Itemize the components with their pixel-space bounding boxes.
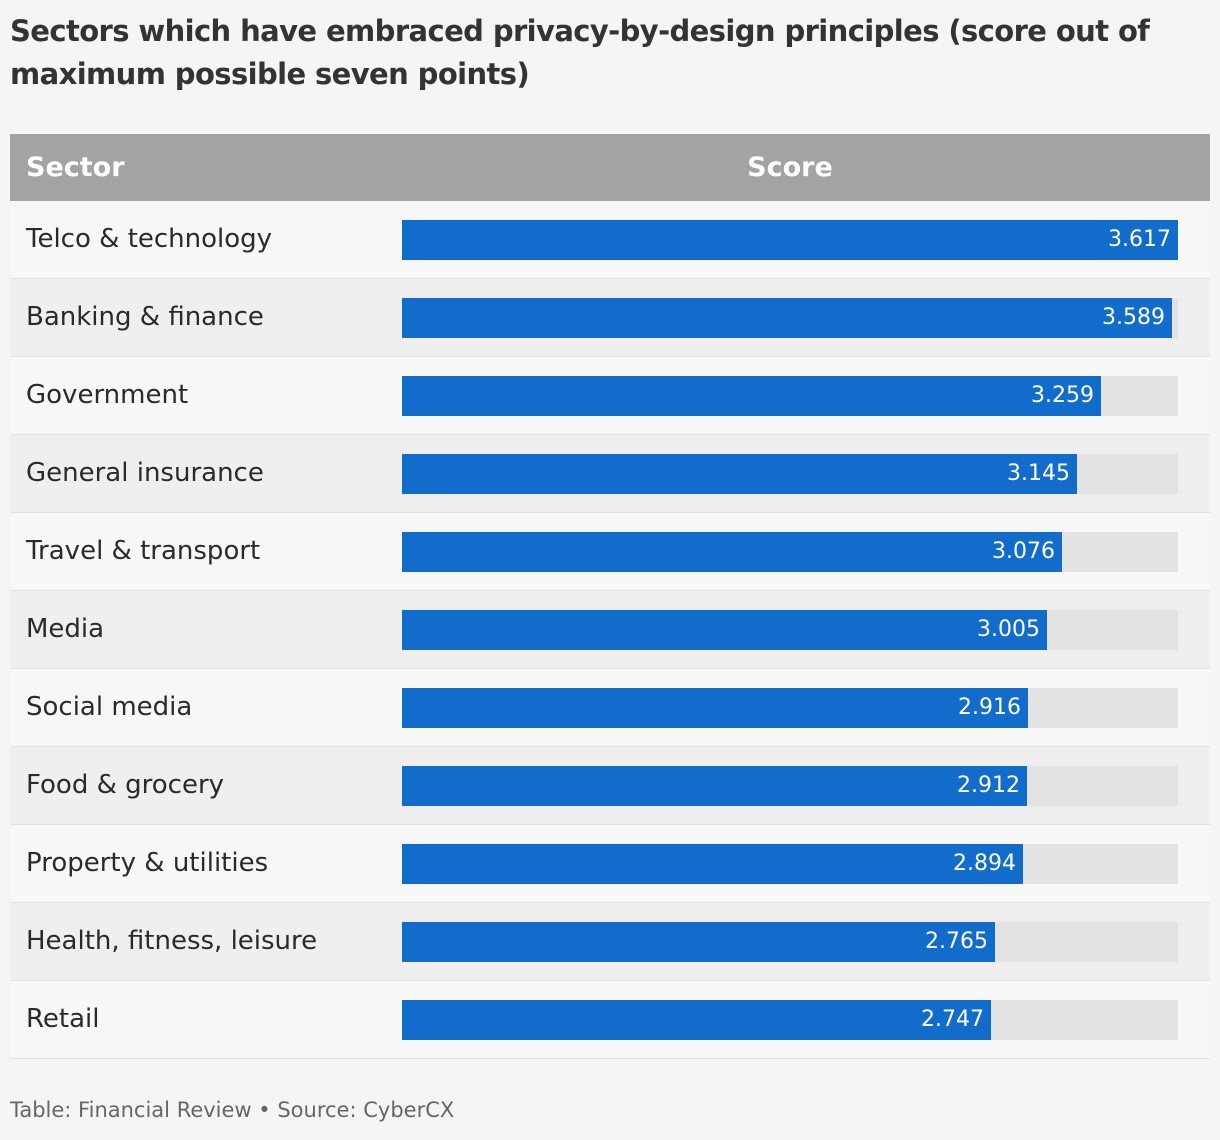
table-row: Travel & transport 3.076 xyxy=(10,513,1210,591)
sector-label: Property & utilities xyxy=(26,848,269,878)
chart-title: Sectors which have embraced privacy-by-d… xyxy=(10,14,1150,91)
score-value-label: 3.589 xyxy=(1102,305,1165,330)
table-row: Government 3.259 xyxy=(10,357,1210,435)
score-bar-track: 3.589 xyxy=(402,298,1178,338)
score-value-label: 3.259 xyxy=(1031,383,1094,408)
sector-label: Government xyxy=(26,380,189,410)
sector-label: Food & grocery xyxy=(26,770,225,800)
score-value-label: 2.916 xyxy=(958,695,1021,720)
score-bar-track: 2.747 xyxy=(402,1000,1178,1040)
score-value-label: 3.145 xyxy=(1007,461,1070,486)
score-value-label: 2.912 xyxy=(957,773,1020,798)
score-bar: 2.747 xyxy=(402,1000,991,1040)
score-table: Sector Score Telco & technology 3.617 Bank… xyxy=(10,134,1210,1059)
table-row: Property & utilities 2.894 xyxy=(10,825,1210,903)
score-bar-track: 3.617 xyxy=(402,220,1178,260)
score-value-label: 3.076 xyxy=(992,539,1055,564)
score-bar: 2.916 xyxy=(402,688,1028,728)
score-value-label: 2.747 xyxy=(921,1007,984,1032)
sector-label: Retail xyxy=(26,1004,100,1034)
score-bar-track: 3.005 xyxy=(402,610,1178,650)
table-row: Food & grocery 2.912 xyxy=(10,747,1210,825)
score-bar: 3.145 xyxy=(402,454,1077,494)
score-bar: 3.076 xyxy=(402,532,1062,572)
sector-label: Media xyxy=(26,614,105,644)
score-bar: 2.894 xyxy=(402,844,1023,884)
sector-label: Travel & transport xyxy=(26,536,261,566)
sector-label: General insurance xyxy=(26,458,264,488)
table-row: Social media 2.916 xyxy=(10,669,1210,747)
sector-label: Telco & technology xyxy=(26,224,273,254)
sector-column-header: Sector xyxy=(26,152,125,183)
score-value-label: 2.765 xyxy=(925,929,988,954)
score-bar-track: 2.894 xyxy=(402,844,1178,884)
score-bar-track: 3.076 xyxy=(402,532,1178,572)
score-bar: 2.912 xyxy=(402,766,1027,806)
score-bar: 3.005 xyxy=(402,610,1047,650)
source-footer: Table: Financial Review • Source: CyberC… xyxy=(10,1098,455,1122)
table-header: Sector Score xyxy=(10,134,1210,201)
score-bar: 3.617 xyxy=(402,220,1178,260)
score-column-header: Score xyxy=(747,152,833,183)
table-row: Telco & technology 3.617 xyxy=(10,201,1210,279)
score-value-label: 2.894 xyxy=(953,851,1016,876)
table-row: General insurance 3.145 xyxy=(10,435,1210,513)
table-row: Retail 2.747 xyxy=(10,981,1210,1059)
sector-label: Banking & finance xyxy=(26,302,264,332)
sector-label: Social media xyxy=(26,692,193,722)
score-value-label: 3.617 xyxy=(1108,227,1171,252)
sector-label: Health, fitness, leisure xyxy=(26,926,318,956)
score-bar-track: 3.145 xyxy=(402,454,1178,494)
score-value-label: 3.005 xyxy=(977,617,1040,642)
score-bar-track: 2.916 xyxy=(402,688,1178,728)
score-bar-track: 2.765 xyxy=(402,922,1178,962)
table-row: Banking & finance 3.589 xyxy=(10,279,1210,357)
table-row: Media 3.005 xyxy=(10,591,1210,669)
score-bar-track: 2.912 xyxy=(402,766,1178,806)
score-bar: 2.765 xyxy=(402,922,995,962)
score-bar: 3.259 xyxy=(402,376,1101,416)
table-row: Health, fitness, leisure 2.765 xyxy=(10,903,1210,981)
table-body: Telco & technology 3.617 Banking & finance… xyxy=(10,201,1210,1059)
score-bar-track: 3.259 xyxy=(402,376,1178,416)
score-bar: 3.589 xyxy=(402,298,1172,338)
